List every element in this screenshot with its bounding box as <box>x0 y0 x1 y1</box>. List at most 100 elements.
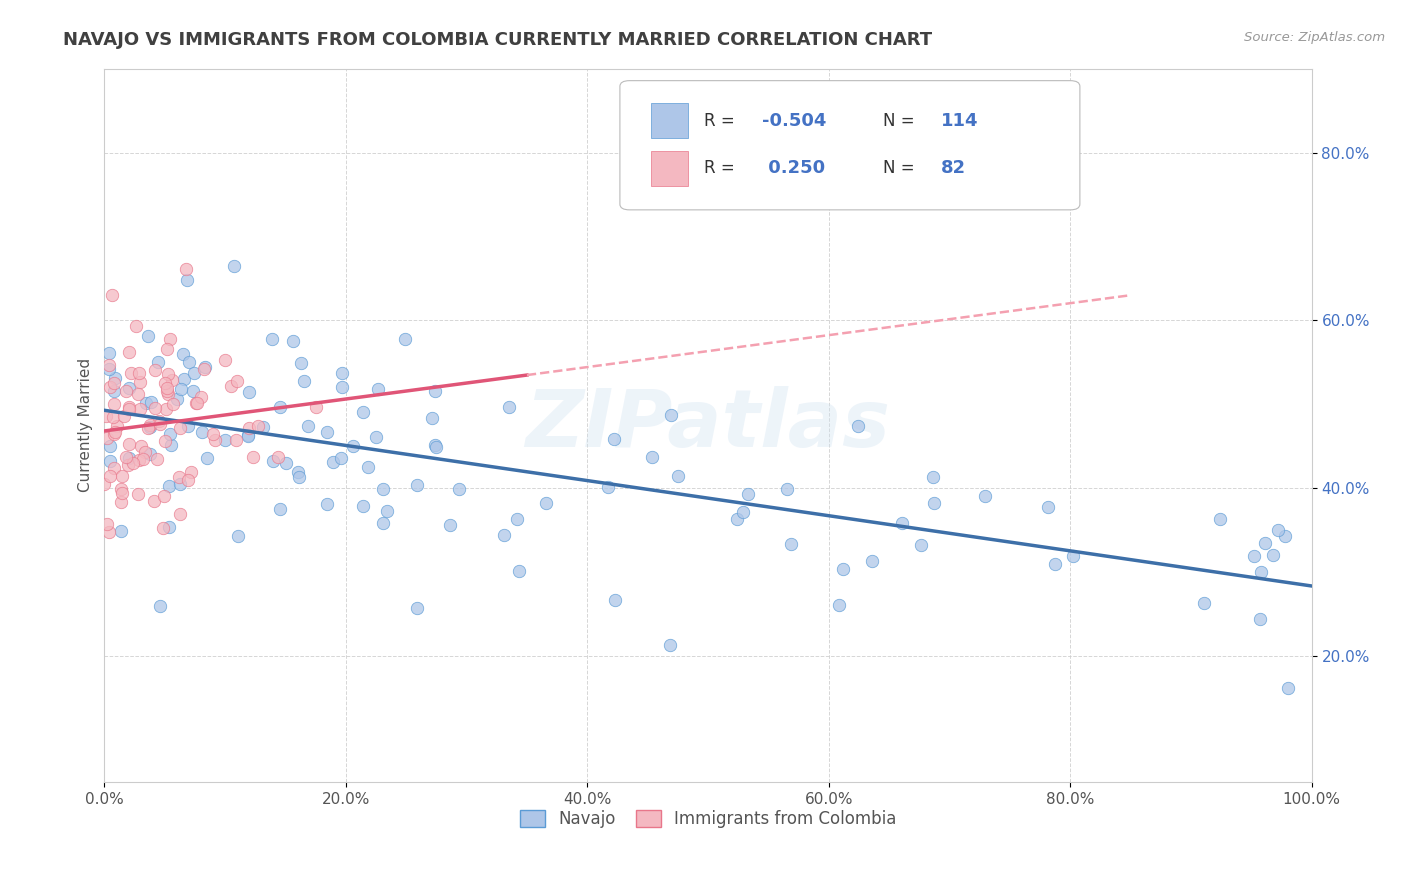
Point <box>1254 536 1277 550</box>
Point <box>118 401 141 415</box>
Point <box>352 499 374 513</box>
Point <box>315 497 337 511</box>
Point <box>186 396 208 410</box>
Point <box>125 318 148 333</box>
Point <box>598 480 620 494</box>
Point <box>1250 566 1272 580</box>
Point <box>287 465 309 479</box>
Point <box>262 454 284 468</box>
Point <box>117 458 139 472</box>
Point <box>162 396 184 410</box>
Point <box>118 345 141 359</box>
Point <box>184 396 207 410</box>
Point <box>860 553 883 567</box>
Point <box>332 380 354 394</box>
Point <box>115 450 138 465</box>
Point <box>103 384 125 398</box>
Point <box>176 273 198 287</box>
Point <box>166 392 188 406</box>
Point <box>98 346 121 360</box>
Point <box>780 536 803 550</box>
Point <box>890 516 912 531</box>
Point <box>177 419 200 434</box>
Point <box>111 486 134 500</box>
FancyBboxPatch shape <box>651 103 688 138</box>
Point <box>145 452 167 467</box>
Point <box>603 432 626 446</box>
Point <box>118 381 141 395</box>
Point <box>659 408 682 422</box>
Point <box>224 259 246 273</box>
Point <box>160 372 183 386</box>
Text: N =: N = <box>883 112 920 129</box>
Point <box>111 468 134 483</box>
Point <box>156 384 179 399</box>
Point <box>281 334 304 349</box>
Point <box>103 376 125 390</box>
Point <box>143 362 166 376</box>
Point <box>129 402 152 417</box>
Point <box>96 431 118 445</box>
Text: 114: 114 <box>941 112 979 129</box>
Point <box>505 511 527 525</box>
Point <box>330 367 353 381</box>
Point <box>98 380 121 394</box>
Point <box>169 508 191 522</box>
FancyBboxPatch shape <box>651 151 688 186</box>
Point <box>167 470 190 484</box>
Point <box>267 450 290 465</box>
Point <box>659 638 682 652</box>
Point <box>170 383 193 397</box>
Text: 82: 82 <box>941 160 966 178</box>
Point <box>134 445 156 459</box>
Point <box>97 361 120 376</box>
Point <box>98 359 121 373</box>
Point <box>236 428 259 442</box>
Point <box>190 390 212 404</box>
Point <box>1038 500 1060 514</box>
Point <box>114 409 136 424</box>
Point <box>498 400 520 414</box>
Point <box>193 360 215 375</box>
Point <box>666 469 689 483</box>
Point <box>120 366 142 380</box>
Point <box>201 427 224 442</box>
Point <box>110 495 132 509</box>
Point <box>118 450 141 465</box>
Point <box>373 516 395 531</box>
Point <box>138 418 160 433</box>
Point <box>1274 529 1296 543</box>
Point <box>297 418 319 433</box>
Point <box>288 469 311 483</box>
Point <box>97 525 120 540</box>
Point <box>405 477 427 491</box>
Point <box>136 421 159 435</box>
Point <box>169 421 191 435</box>
Point <box>304 400 326 414</box>
Point <box>96 409 118 423</box>
Point <box>127 487 149 501</box>
Point <box>367 382 389 396</box>
Point <box>135 395 157 409</box>
Point <box>214 353 236 368</box>
Point <box>1277 681 1299 695</box>
Point <box>252 420 274 434</box>
Point <box>193 362 215 376</box>
Point <box>146 355 169 369</box>
Point <box>156 386 179 401</box>
Point <box>138 328 160 343</box>
Point <box>110 483 132 497</box>
Point <box>204 434 226 448</box>
Text: N =: N = <box>883 160 920 178</box>
Point <box>439 518 461 533</box>
Point <box>93 477 115 491</box>
Text: R =: R = <box>704 160 741 178</box>
Point <box>269 501 291 516</box>
Point <box>122 456 145 470</box>
Point <box>725 512 748 526</box>
Text: 0.250: 0.250 <box>762 160 825 178</box>
Point <box>143 493 166 508</box>
Point <box>103 426 125 441</box>
Text: ZIPatlas: ZIPatlas <box>526 386 890 465</box>
Point <box>176 473 198 487</box>
